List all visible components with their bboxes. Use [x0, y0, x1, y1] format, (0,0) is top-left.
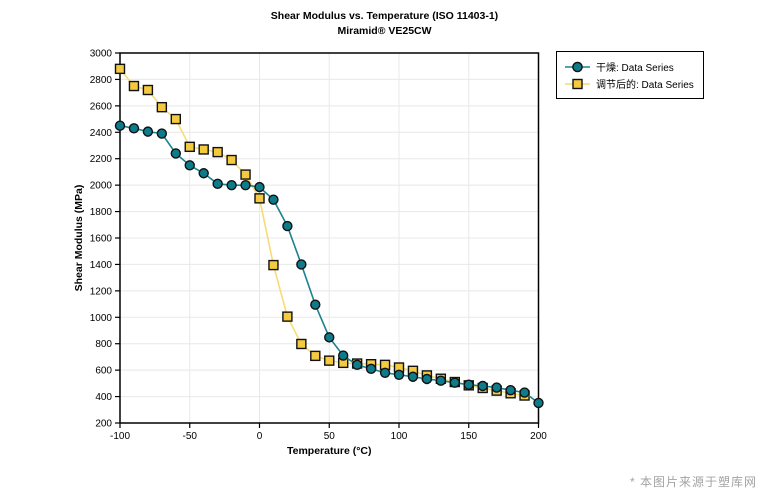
watermark-text: * 本图片来源于塑库网 — [629, 475, 757, 489]
data-point-marker — [407, 371, 419, 382]
data-point-marker — [324, 332, 335, 343]
data-point-marker — [156, 128, 168, 139]
data-point-marker — [198, 168, 209, 179]
x-tick-label: -100 — [110, 431, 130, 442]
x-axis-label: Temperature (°C) — [287, 445, 372, 457]
data-point-marker — [310, 350, 321, 362]
y-tick-label: 800 — [95, 339, 112, 350]
data-point-marker — [351, 359, 363, 371]
legend-item-dry: 干燥: Data Series — [564, 58, 694, 75]
x-tick-label: 200 — [530, 431, 547, 442]
x-tick-label: 50 — [324, 431, 336, 442]
data-point-marker — [324, 355, 335, 366]
circle-marker-icon — [565, 61, 590, 72]
data-point-marker — [533, 397, 544, 409]
data-point-marker — [254, 181, 265, 193]
data-point-marker — [519, 387, 530, 398]
data-point-marker — [254, 193, 265, 204]
chart-title: Shear Modulus vs. Temperature (ISO 11403… — [270, 10, 499, 22]
data-point-marker — [365, 363, 377, 375]
data-point-marker — [212, 178, 223, 190]
y-tick-label: 2400 — [90, 128, 113, 139]
data-point-marker — [184, 141, 195, 153]
data-point-marker — [114, 120, 126, 131]
plot-border — [119, 52, 540, 424]
data-point-marker — [310, 299, 321, 310]
y-tick-label: 2000 — [90, 181, 113, 192]
y-tick-label: 2800 — [90, 75, 113, 86]
data-point-marker — [268, 259, 279, 271]
y-tick-label: 3000 — [90, 49, 113, 60]
data-point-marker — [142, 84, 154, 96]
legend-label-conditioned: 调节后的: Data Series — [596, 80, 694, 91]
data-point-marker — [268, 194, 279, 205]
y-tick-label: 200 — [95, 419, 112, 430]
data-point-marker — [421, 373, 433, 385]
data-point-marker — [184, 160, 195, 171]
data-point-marker — [170, 148, 182, 159]
data-point-marker — [114, 63, 126, 75]
data-point-marker — [170, 113, 182, 125]
x-tick-label: 150 — [460, 431, 477, 442]
data-point-marker — [477, 380, 488, 392]
data-point-marker — [128, 123, 140, 134]
data-point-marker — [198, 144, 209, 155]
y-tick-label: 400 — [95, 392, 112, 403]
data-point-marker — [128, 80, 140, 92]
data-point-marker — [226, 154, 237, 166]
data-point-marker — [505, 385, 516, 396]
y-tick-label: 1000 — [90, 313, 113, 324]
y-tick-label: 2600 — [90, 101, 113, 112]
square-marker-icon — [565, 78, 590, 89]
data-point-marker — [240, 179, 251, 191]
x-tick-label: 100 — [391, 431, 408, 442]
y-tick-label: 1400 — [90, 260, 113, 271]
legend-label-dry: 干燥: Data Series — [596, 63, 674, 74]
data-point-marker — [212, 146, 223, 158]
data-point-marker — [449, 377, 460, 388]
data-point-marker — [393, 369, 405, 380]
data-point-marker — [463, 379, 474, 390]
x-tick-label: -50 — [183, 431, 198, 442]
data-point-marker — [226, 179, 237, 191]
data-point-marker — [296, 259, 307, 270]
x-tick-label: 0 — [257, 431, 263, 442]
data-point-marker — [142, 126, 154, 137]
y-tick-label: 1600 — [90, 234, 113, 245]
data-point-marker — [282, 311, 293, 322]
data-point-marker — [379, 367, 391, 378]
y-tick-label: 600 — [95, 366, 112, 377]
legend-box: 干燥: Data Series 调节后的: Data Series — [556, 51, 704, 99]
y-tick-label: 1800 — [90, 207, 113, 218]
data-point-marker — [240, 169, 251, 180]
data-point-marker — [435, 375, 447, 386]
chart-subtitle: Miramid® VE25CW — [337, 25, 432, 37]
y-axis-label: Shear Modulus (MPa) — [73, 185, 85, 292]
y-tick-label: 1200 — [90, 286, 113, 297]
y-tick-label: 2200 — [90, 154, 113, 165]
data-point-marker — [338, 350, 349, 361]
title-block: Shear Modulus vs. Temperature (ISO 11403… — [0, 9, 769, 39]
data-point-marker — [282, 220, 293, 232]
legend-item-conditioned: 调节后的: Data Series — [564, 75, 694, 92]
data-point-marker — [156, 101, 168, 113]
data-point-marker — [296, 338, 307, 350]
data-point-marker — [491, 382, 502, 393]
